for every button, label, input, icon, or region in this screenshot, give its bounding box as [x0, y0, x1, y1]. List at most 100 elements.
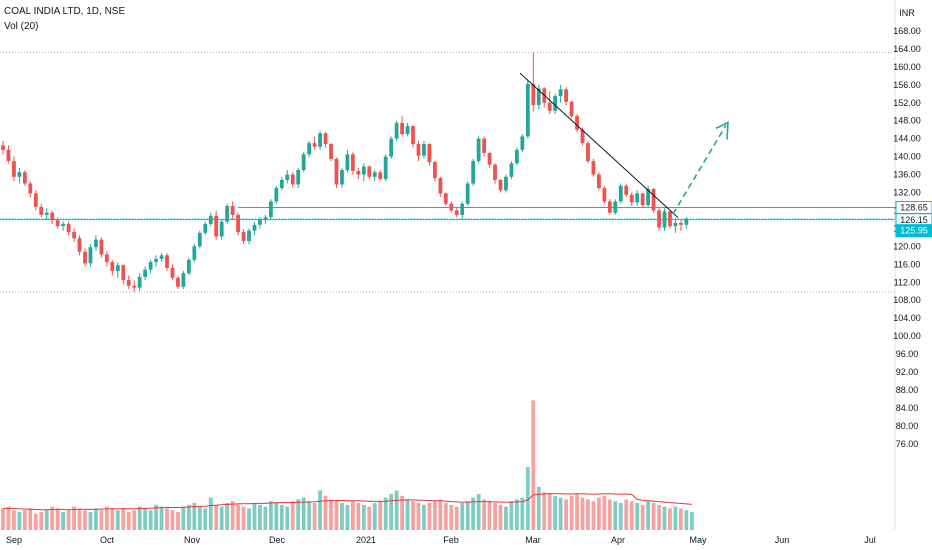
candle: [301, 152, 306, 173]
candle: [307, 140, 312, 157]
candles: [1, 52, 689, 293]
candle: [569, 100, 574, 119]
candle: [422, 140, 426, 159]
price-tick-label: 88.00: [896, 385, 919, 395]
volume-bar: [668, 508, 672, 530]
candle: [55, 217, 60, 229]
candle: [547, 91, 552, 114]
volume-bar: [197, 506, 202, 530]
candle: [268, 199, 273, 220]
projection-arrow[interactable]: [672, 124, 727, 215]
volume-bar: [126, 512, 131, 530]
level-lines: [0, 52, 895, 293]
candle: [367, 165, 372, 180]
price-axis[interactable]: 168.00 164.00 160.00 156.00 152.00 148.00 144.…: [893, 0, 932, 530]
candle: [329, 143, 333, 162]
volume-bar: [591, 501, 596, 530]
candle: [471, 158, 476, 186]
volume-bar: [345, 504, 350, 530]
volume-bar: [651, 503, 656, 530]
candle: [536, 84, 541, 110]
candle: [323, 131, 328, 148]
candle: [33, 190, 38, 211]
volume-bar: [558, 497, 563, 530]
candle: [94, 235, 98, 251]
candle: [17, 167, 22, 184]
volume-bar: [411, 501, 415, 530]
volume-bar: [104, 506, 109, 530]
volume-bar: [274, 503, 279, 530]
time-tick-label: Oct: [100, 535, 115, 545]
candle: [618, 183, 623, 204]
price-tick-label: 152.00: [893, 98, 921, 108]
volume-bar: [673, 506, 678, 530]
candle: [121, 264, 126, 285]
candle: [137, 273, 142, 292]
volume-bar: [28, 508, 33, 530]
candle: [159, 253, 164, 263]
price-tick-label: 100.00: [893, 331, 921, 341]
price-tick-label: 168.00: [893, 26, 921, 36]
volume-bar: [340, 503, 344, 530]
price-tick-label: 136.00: [893, 170, 921, 180]
candle: [318, 130, 322, 150]
price-label: 128.65: [900, 203, 928, 213]
volume-bar: [432, 501, 437, 530]
volume-bar: [17, 512, 22, 530]
volume-bar: [55, 508, 60, 530]
time-axis[interactable]: Sep Oct Nov Dec 2021 Feb Mar Apr May Jun Jul: [6, 535, 876, 545]
descending-trendline[interactable]: [519, 72, 679, 218]
candle: [186, 257, 191, 276]
volume-bar: [531, 400, 536, 530]
candle: [476, 136, 481, 164]
candle: [465, 181, 470, 206]
candle: [679, 220, 683, 231]
candle: [263, 214, 268, 224]
time-tick-label: Mar: [525, 535, 541, 545]
time-tick-label: Dec: [269, 535, 286, 545]
candle: [635, 190, 640, 206]
volume-bar: [504, 506, 508, 530]
volume-bar: [77, 508, 82, 530]
candle: [154, 255, 158, 267]
candle: [460, 201, 465, 220]
candle: [345, 149, 350, 173]
volume-bar: [176, 512, 180, 530]
candle: [564, 87, 569, 105]
volume-bar: [252, 503, 257, 530]
candle: [383, 154, 388, 182]
candle: [214, 210, 219, 240]
candle: [602, 185, 607, 204]
candle: [219, 219, 224, 240]
price-tick-label: 92.00: [896, 367, 919, 377]
price-tick-label: 132.00: [893, 188, 921, 198]
volume-bar: [460, 503, 465, 530]
candle: [230, 201, 235, 220]
candle: [66, 221, 71, 236]
volume-bar: [400, 495, 404, 530]
candle: [132, 280, 137, 293]
price-tick-label: 160.00: [893, 62, 921, 72]
volume-bar: [148, 510, 153, 530]
volume-bar: [241, 506, 246, 530]
candle: [236, 212, 240, 236]
volume-bar: [329, 499, 333, 530]
candle: [6, 145, 11, 164]
volume-bar: [613, 501, 618, 530]
candle: [258, 217, 262, 229]
candle: [651, 188, 656, 213]
price-tick-label: 164.00: [893, 44, 921, 54]
volume-bar: [471, 497, 476, 530]
candle: [110, 259, 115, 276]
volume-ma-line: [3, 493, 692, 511]
volume-bar: [536, 486, 541, 530]
volume-bar: [334, 501, 339, 530]
candle: [203, 221, 208, 236]
candle: [361, 163, 366, 182]
volume-bar: [361, 504, 366, 530]
time-tick-label: Jun: [775, 535, 790, 545]
volume-bar: [247, 508, 251, 530]
candle: [394, 120, 399, 141]
volume-bar: [547, 494, 552, 530]
